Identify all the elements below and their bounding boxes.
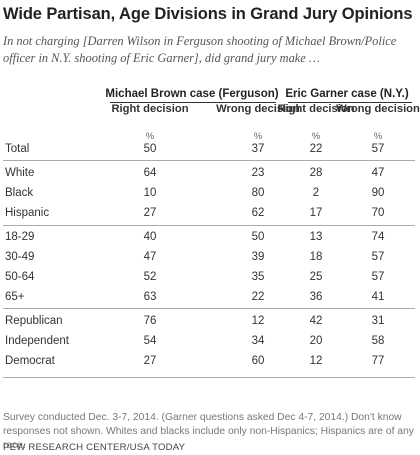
table-cell: 57 [371, 251, 385, 263]
row-label: Independent [5, 335, 69, 347]
table-cell: 37 [251, 143, 265, 155]
table-cell: 64 [143, 167, 157, 179]
survey-note: Survey conducted Dec. 3-7, 2014. (Garner… [3, 412, 414, 451]
row-divider [3, 377, 415, 378]
table-cell: 63 [143, 291, 157, 303]
table-cell: 39 [251, 251, 265, 263]
row-label: 18-29 [5, 231, 35, 243]
table-cell: 52 [143, 271, 157, 283]
case-header: Michael Brown case (Ferguson) [105, 88, 279, 100]
row-label: White [5, 167, 35, 179]
table-cell: 25 [309, 271, 323, 283]
table-cell: 20 [309, 335, 323, 347]
table-cell: 35 [251, 271, 265, 283]
table-cell: 22 [251, 291, 265, 303]
table-cell: 10 [143, 187, 157, 199]
table-cell: 13 [309, 231, 323, 243]
table-cell: 2 [312, 187, 320, 199]
row-label: Democrat [5, 355, 55, 367]
case-underline [288, 102, 412, 103]
column-header: Wrong decision [336, 103, 420, 115]
table-cell: 76 [143, 315, 157, 327]
row-label: Black [5, 187, 34, 199]
table-cell: 27 [143, 355, 157, 367]
table-cell: 41 [371, 291, 385, 303]
table-cell: 57 [371, 271, 385, 283]
unit-label: % [373, 131, 383, 142]
table-cell: 50 [251, 231, 265, 243]
table-cell: 17 [309, 207, 323, 219]
row-divider [3, 308, 415, 309]
table-cell: 47 [371, 167, 385, 179]
table-cell: 90 [371, 187, 385, 199]
row-label: Hispanic [5, 207, 50, 219]
chart-subtitle: In not charging [Darren Wilson in Fergus… [3, 34, 397, 65]
column-header: Wrong decision [216, 103, 300, 115]
table-cell: 42 [309, 315, 323, 327]
row-divider [3, 160, 415, 161]
table-cell: 12 [251, 315, 265, 327]
table-cell: 62 [251, 207, 265, 219]
table-cell: 70 [371, 207, 385, 219]
table-cell: 36 [309, 291, 323, 303]
table-cell: 47 [143, 251, 157, 263]
row-divider [3, 225, 415, 226]
case-underline [110, 102, 276, 103]
row-label: 65+ [5, 291, 25, 303]
case-header: Eric Garner case (N.Y.) [285, 88, 409, 100]
table-cell: 40 [143, 231, 157, 243]
column-header: Right decision [277, 103, 355, 115]
unit-label: % [253, 131, 263, 142]
table-cell: 22 [309, 143, 323, 155]
table-cell: 28 [309, 167, 323, 179]
unit-label: % [145, 131, 155, 142]
table-cell: 80 [251, 187, 265, 199]
table-cell: 60 [251, 355, 265, 367]
table-cell: 31 [371, 315, 385, 327]
unit-label: % [311, 131, 321, 142]
column-header: Right decision [111, 103, 189, 115]
row-label: 50-64 [5, 271, 35, 283]
chart-title: Wide Partisan, Age Divisions in Grand Ju… [3, 5, 413, 23]
table-cell: 58 [371, 335, 385, 347]
table-cell: 27 [143, 207, 157, 219]
row-label: Republican [5, 315, 63, 327]
table-cell: 54 [143, 335, 157, 347]
table-cell: 34 [251, 335, 265, 347]
table-cell: 12 [309, 355, 323, 367]
source-line: PEW RESEARCH CENTER/USA TODAY [3, 442, 186, 453]
table-cell: 18 [309, 251, 323, 263]
table-cell: 57 [371, 143, 385, 155]
table-cell: 74 [371, 231, 385, 243]
table-cell: 23 [251, 167, 265, 179]
row-label: Total [5, 143, 30, 155]
row-label: 30-49 [5, 251, 35, 263]
table-cell: 50 [143, 143, 157, 155]
table-cell: 77 [371, 355, 385, 367]
